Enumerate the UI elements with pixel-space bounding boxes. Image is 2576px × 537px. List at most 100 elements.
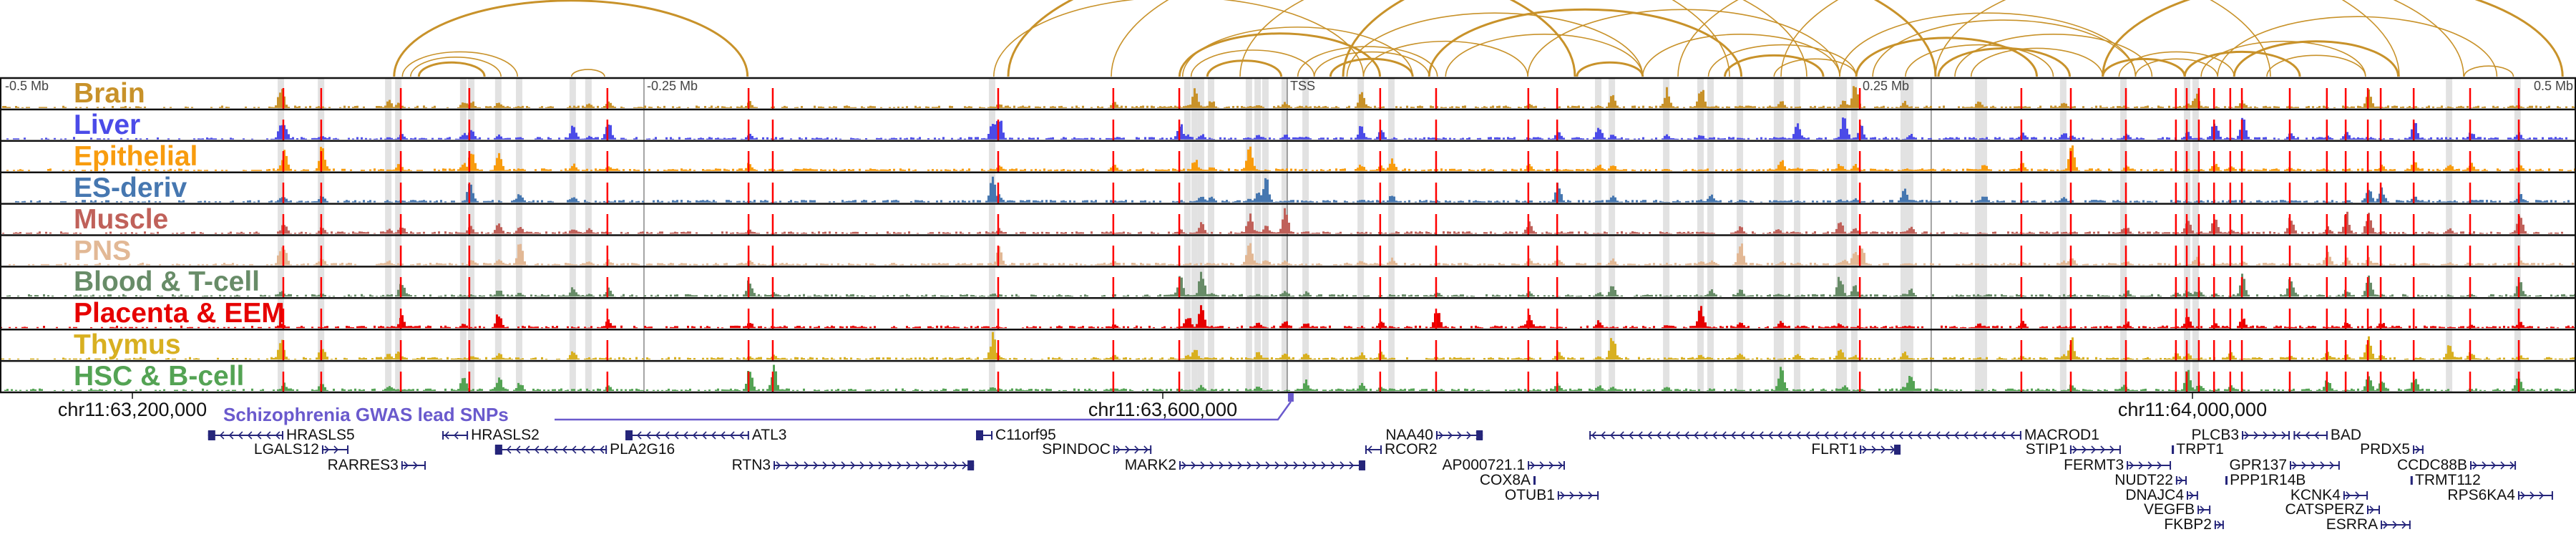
strand-forward-icon [822,461,828,470]
gene-label: VEGFB [2143,501,2195,518]
strand-forward-icon [1579,491,1584,500]
gene-ap000721.1 [1528,461,1565,470]
strand-forward-icon [2253,431,2259,440]
gene-rtn3 [774,460,975,470]
gene-exon [1365,445,1367,454]
chromatin-loop [2102,57,2186,77]
strand-reverse-icon [1694,431,1699,440]
gene-exon [401,461,403,470]
chromatin-loop [1527,9,1840,77]
gene-exon [208,430,215,440]
chromatin-loop [1707,44,1857,77]
strand-forward-icon [924,461,930,470]
strand-forward-icon [1466,431,1472,440]
strand-forward-icon [962,461,967,470]
gene-c11orf95 [976,430,993,440]
strand-reverse-icon [562,445,567,454]
gene-exon [1563,461,1565,470]
strand-reverse-icon [1917,431,1922,440]
chromatin-loop [1313,51,1430,77]
gene-macrod1 [1589,431,2021,440]
strand-forward-icon [1116,445,1121,454]
gene-exon [2470,461,2472,470]
track-label-pns: PNS [74,235,132,266]
chromatin-loop [2233,40,2400,77]
strand-forward-icon [2415,445,2421,454]
gene-exon [2517,491,2519,500]
strand-forward-icon [1321,461,1327,470]
gene-exon [1380,445,1382,454]
strand-reverse-icon [506,445,512,454]
strand-reverse-icon [673,431,679,440]
gene-exon [2222,521,2224,529]
strand-forward-icon [831,461,837,470]
gene-label: STIP1 [2025,441,2067,458]
coordinate-axis [132,392,2193,399]
coordinate-label-2: chr11:63,600,000 [1088,399,1238,420]
strand-forward-icon [2072,445,2078,454]
chromatin-loop [1178,32,1381,77]
chromatin-loop [1428,8,1743,77]
strand-forward-icon [2292,461,2298,470]
strand-reverse-icon [645,431,651,440]
strand-forward-icon [776,461,781,470]
strand-forward-icon [2281,431,2287,440]
strand-reverse-icon [1796,431,1801,440]
chromatin-loop [1773,58,1857,77]
strand-reverse-icon [1712,431,1717,440]
strand-reverse-icon [720,431,726,440]
gene-exon [2225,476,2228,485]
strand-reverse-icon [1982,431,1987,440]
gene-exon [2343,491,2345,500]
snp-track-label: Schizophrenia GWAS lead SNPs [223,404,509,425]
track-label-brain: Brain [74,78,145,109]
strand-forward-icon [1871,445,1877,454]
strand-reverse-icon [1657,431,1662,440]
strand-reverse-icon [1675,431,1680,440]
strand-forward-icon [2482,461,2487,470]
chromatin-loop [2118,51,2235,77]
strand-reverse-icon [1750,431,1755,440]
gene-catsperz [2367,505,2380,514]
gene-exon [1589,431,1591,440]
gene-exon [2293,431,2296,440]
strand-reverse-icon [247,431,253,440]
chromatin-loop [1297,46,1438,77]
chromatin-loop [1937,47,2072,77]
strand-forward-icon [850,461,856,470]
strand-forward-icon [804,461,809,470]
gene-exon [442,431,444,440]
strand-reverse-icon [1945,431,1950,440]
gene-exon [2366,491,2368,500]
gene-plcb3 [2242,431,2290,440]
gene-ppp1r14b [2225,476,2228,485]
gene-exon [747,431,749,440]
strand-forward-icon [2109,445,2115,454]
strand-forward-icon [1588,491,1594,500]
strand-forward-icon [2500,461,2506,470]
chromatin-loop [1346,12,1644,77]
gene-rps6ka4 [2517,491,2553,500]
scale-label-plus-half: 0.5 Mb [2533,79,2573,93]
strand-reverse-icon [238,431,243,440]
strand-forward-icon [1246,461,1252,470]
gene-exon [2338,461,2340,470]
chromatin-loop [2183,50,2301,77]
strand-reverse-icon [1619,431,1624,440]
gene-flrt1 [1860,445,1901,455]
strand-forward-icon [1560,491,1566,500]
strand-forward-icon [934,461,940,470]
gene-exon [494,445,502,455]
strand-forward-icon [2082,445,2087,454]
strand-forward-icon [1862,445,1868,454]
strand-reverse-icon [1601,431,1606,440]
gene-exon [2411,476,2412,485]
track-label-es-deriv: ES-deriv [74,172,187,203]
track-label-liver: Liver [74,109,141,140]
strand-forward-icon [906,461,912,470]
strand-forward-icon [841,461,847,470]
strand-forward-icon [2509,461,2515,470]
gene-exon [2242,431,2244,440]
gene-exon [2514,461,2517,470]
gene-stip1 [2069,445,2121,454]
